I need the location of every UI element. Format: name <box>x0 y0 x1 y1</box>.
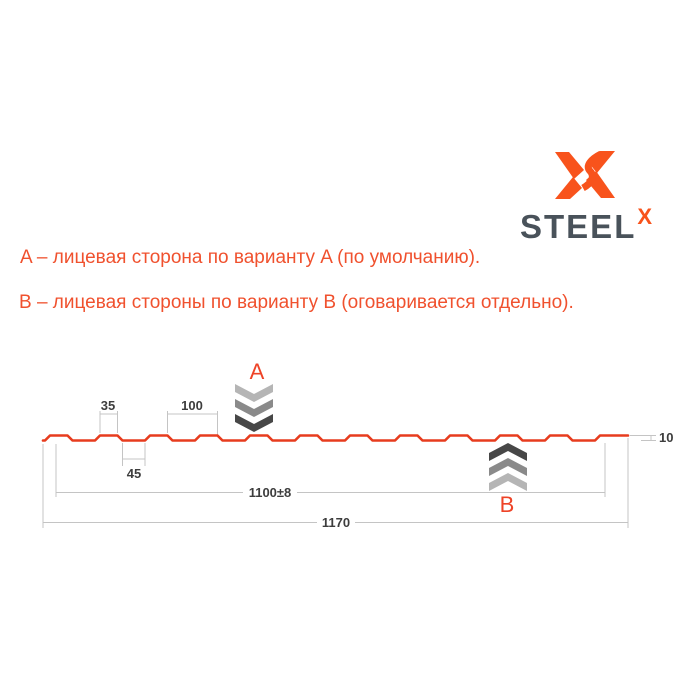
logo-wordmark-sup-x: X <box>637 204 653 229</box>
marker-b-label: B <box>500 492 515 517</box>
dimension-value-100: 100 <box>181 398 203 413</box>
logo-arm-top-left <box>555 152 584 179</box>
dimension-rib-bottom-width: 45 <box>122 443 146 481</box>
chevron-up-icon <box>489 473 527 491</box>
dimension-overall-width: 1170 <box>42 438 629 530</box>
marker-b: B <box>489 443 527 517</box>
note-variant-a: A – лицевая сторона по варианту A (по ум… <box>20 247 481 268</box>
chevron-down-icon <box>235 414 273 432</box>
note-variant-b: B – лицевая стороны по варианту B (огова… <box>19 292 574 313</box>
dimension-rib-top-width: 35 <box>99 398 118 433</box>
chevron-up-icon <box>489 458 527 476</box>
dimension-value-45: 45 <box>127 466 141 481</box>
profile-drawing: 35 100 45 10 1100±8 <box>41 359 673 530</box>
chevron-up-icon <box>489 443 527 461</box>
logo-arm-bottom-left <box>555 177 582 199</box>
dimension-rib-pitch: 100 <box>167 398 218 435</box>
marker-a-label: A <box>250 359 265 384</box>
profile-outline <box>41 434 630 442</box>
chevron-down-icon <box>235 399 273 417</box>
dimension-value-35: 35 <box>101 398 115 413</box>
marker-a: A <box>235 359 273 432</box>
dimension-profile-height: 10 <box>630 430 673 445</box>
logo-x-icon <box>555 150 615 199</box>
logo-wordmark: STEELX <box>520 204 652 246</box>
chevron-down-icon <box>235 384 273 402</box>
logo-s-twist <box>581 150 603 192</box>
dimension-value-1100: 1100±8 <box>249 485 292 500</box>
logo-wordmark-text: STEEL <box>520 208 637 245</box>
dimension-value-1170: 1170 <box>322 515 350 530</box>
dimension-working-width: 1100±8 <box>55 443 606 500</box>
dimension-value-10: 10 <box>659 430 673 445</box>
